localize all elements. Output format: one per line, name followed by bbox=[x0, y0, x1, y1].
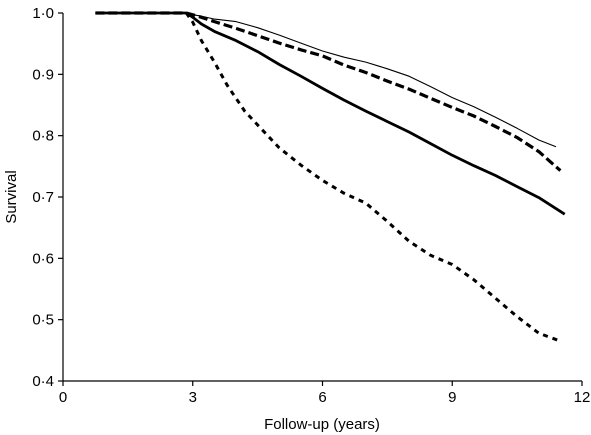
series-layer bbox=[95, 11, 566, 343]
x-tick-label: 3 bbox=[189, 389, 197, 406]
axes bbox=[62, 13, 582, 382]
series-line-3 bbox=[95, 11, 566, 216]
y-tick-label: 0·4 bbox=[32, 373, 54, 390]
x-tick-label: 9 bbox=[448, 389, 456, 406]
series-line-4 bbox=[185, 12, 561, 343]
y-tick-label: 0·9 bbox=[32, 66, 54, 83]
x-tick-label: 6 bbox=[318, 389, 326, 406]
x-tick-label: 0 bbox=[59, 389, 67, 406]
y-tick-label: 0·8 bbox=[32, 128, 54, 145]
y-axis-title: Survival bbox=[3, 170, 20, 223]
y-tick-label: 1·0 bbox=[32, 5, 54, 22]
series-line-1 bbox=[95, 12, 557, 148]
ticks: 0 3 6 9 12 0·4 0·5 0·6 0·7 0·8 0·9 1·0 bbox=[32, 5, 590, 406]
x-tick-label: 12 bbox=[574, 389, 591, 406]
y-tick-label: 0·5 bbox=[32, 312, 54, 329]
x-axis-title: Follow-up (years) bbox=[264, 416, 380, 433]
y-tick-label: 0·7 bbox=[32, 189, 54, 206]
y-tick-label: 0·6 bbox=[32, 250, 54, 267]
